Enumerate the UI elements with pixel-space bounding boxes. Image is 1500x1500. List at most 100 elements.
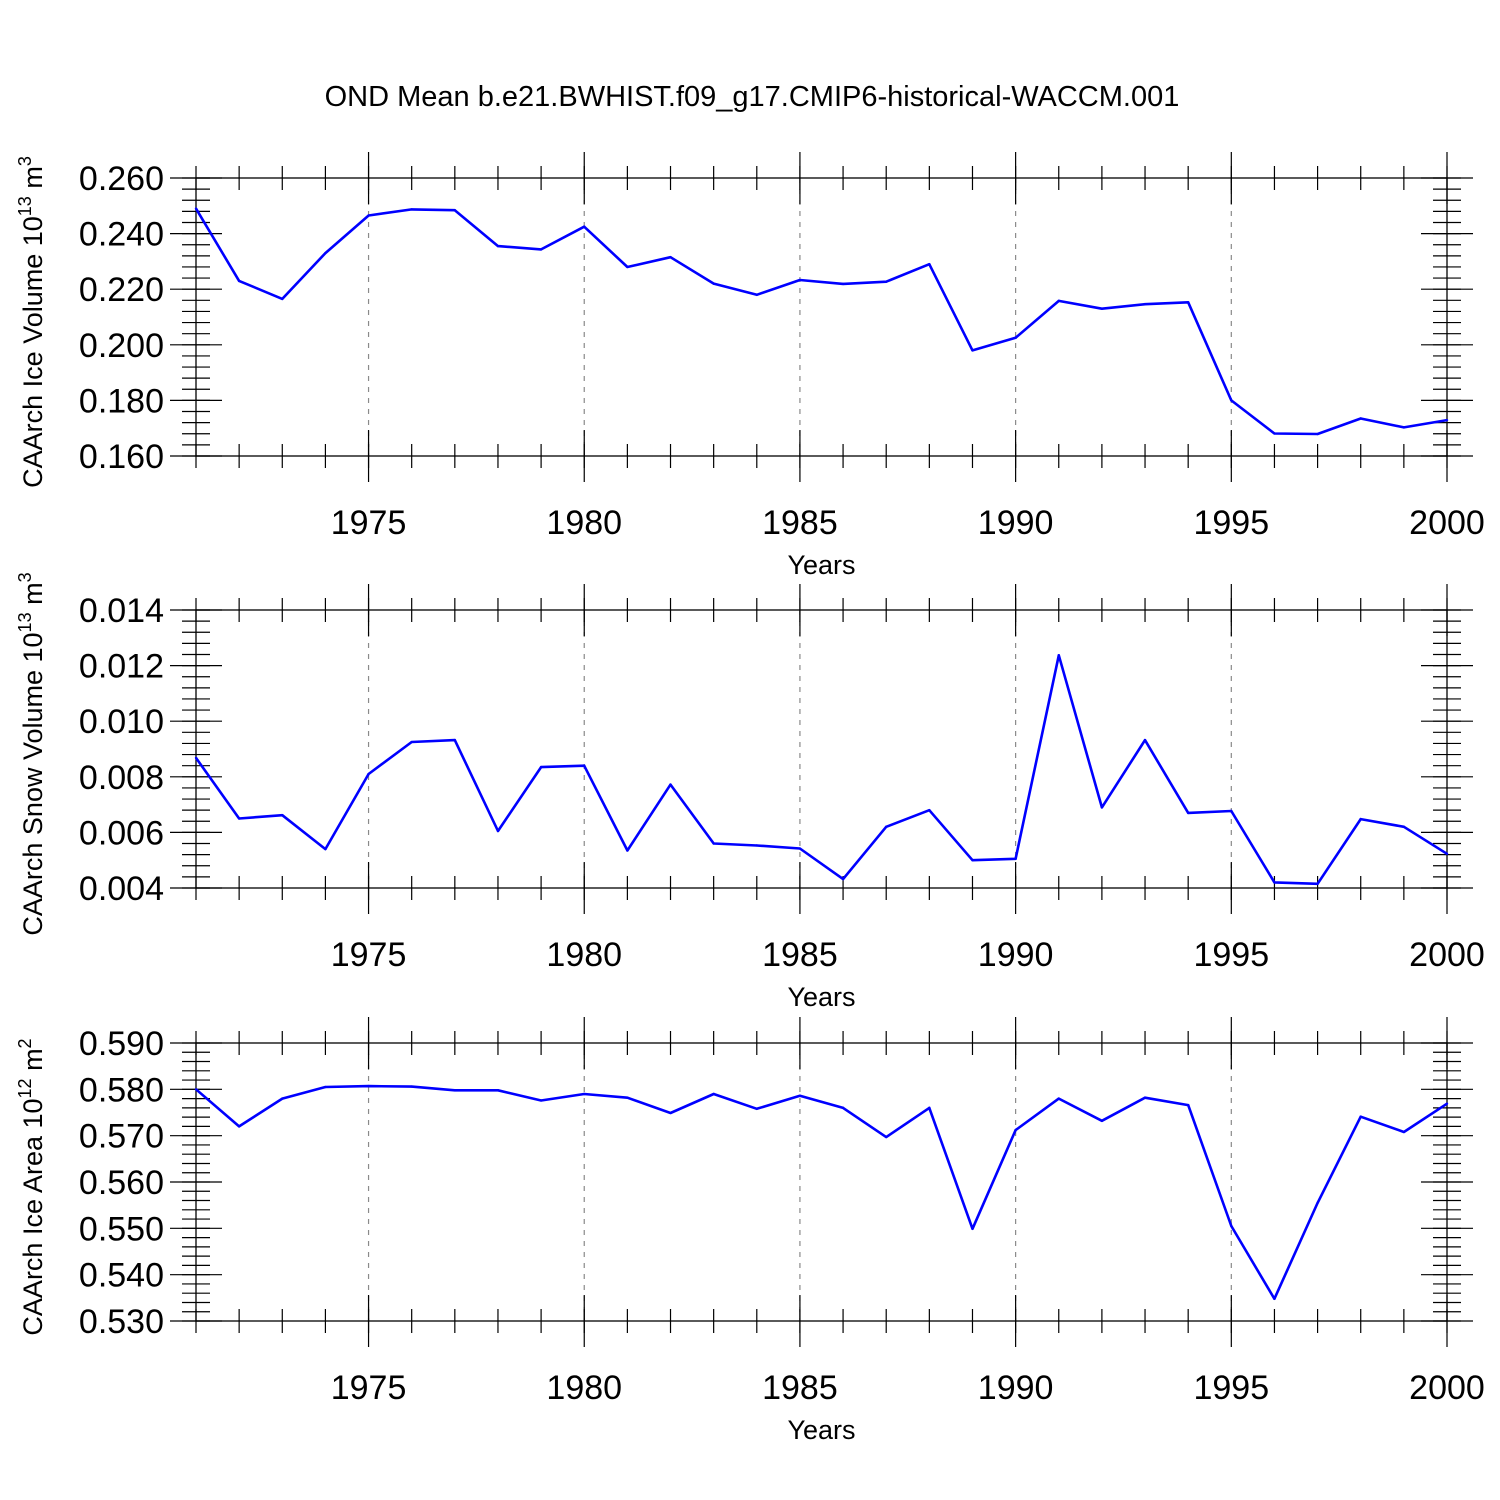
- data-point-1974: [324, 251, 327, 255]
- data-point-1976: [410, 1085, 413, 1088]
- y-tick-label: 0.008: [79, 759, 164, 797]
- data-point-1973: [281, 813, 284, 817]
- x-tick-label: 1995: [1193, 504, 1269, 542]
- panel-3: 0.530 0.540 0.550 0.560 0.570 0.580 0.590 1975 1…: [15, 1017, 1485, 1445]
- chart-title: OND Mean b.e21.BWHIST.f09_g17.CMIP6-hist…: [325, 81, 1180, 113]
- plot-frame: [195, 177, 1448, 457]
- data-point-1978: [496, 1089, 500, 1092]
- series-line: [194, 653, 1448, 886]
- data-point-1984: [755, 844, 758, 847]
- data-point-1975: [367, 772, 370, 776]
- data-point-1991: [1057, 1097, 1060, 1100]
- data-point-1994: [1186, 301, 1190, 304]
- data-point-1979: [539, 248, 543, 251]
- data-point-1997: [1316, 432, 1319, 436]
- y-tick-label: 0.240: [79, 216, 164, 254]
- data-point-1981: [626, 1096, 629, 1099]
- data-point-1976: [410, 740, 413, 744]
- data-point-1995: [1230, 809, 1233, 813]
- data-point-1993: [1143, 1096, 1147, 1099]
- x-tick-label: 1985: [762, 504, 838, 542]
- x-tick-label: 1995: [1193, 1369, 1269, 1407]
- data-point-1989: [971, 1227, 974, 1230]
- data-point-1987: [885, 1135, 888, 1139]
- x-axis-label: Years: [787, 550, 855, 580]
- data-point-1991: [1057, 654, 1060, 657]
- data-point-1989: [971, 349, 974, 352]
- data-point-1982: [669, 256, 672, 259]
- data-point-1983: [712, 1092, 715, 1096]
- data-point-1973: [281, 1097, 284, 1100]
- x-tick-label: 1980: [546, 936, 622, 974]
- data-point-1974: [324, 1085, 327, 1089]
- data-point-1971: [194, 1088, 198, 1091]
- x-tick-label: 1985: [762, 1369, 838, 1407]
- x-tick-label: 1990: [978, 936, 1054, 974]
- data-point-1990: [1014, 1128, 1017, 1132]
- x-axis-label: Years: [787, 982, 855, 1012]
- y-tick-label: 0.004: [79, 870, 164, 908]
- data-point-1979: [539, 765, 543, 769]
- data-point-1973: [281, 297, 284, 301]
- data-point-1977: [453, 738, 457, 742]
- data-point-1986: [841, 282, 845, 286]
- data-point-1986: [841, 1106, 845, 1110]
- plot-frame: [195, 1042, 1448, 1322]
- y-tick-label: 0.006: [79, 814, 164, 852]
- y-axis-label: CAArch Ice Volume 1013 m3: [15, 156, 48, 488]
- data-point-1999: [1402, 825, 1406, 829]
- data-point-1994: [1186, 1103, 1190, 1107]
- data-point-1978: [496, 829, 500, 833]
- x-tick-label: 1975: [331, 936, 407, 974]
- data-point-1989: [971, 859, 974, 862]
- data-point-1980: [583, 764, 586, 767]
- data-point-1982: [669, 1111, 672, 1115]
- data-point-1997: [1316, 882, 1319, 886]
- data-point-1979: [539, 1099, 543, 1102]
- y-tick-label: 0.010: [79, 703, 164, 741]
- y-tick-label: 0.590: [79, 1025, 164, 1063]
- data-point-1992: [1100, 806, 1104, 809]
- data-point-1984: [755, 1107, 758, 1110]
- data-point-1981: [626, 265, 629, 269]
- data-point-1995: [1230, 399, 1233, 402]
- data-point-1992: [1100, 1119, 1104, 1123]
- data-point-1996: [1273, 1297, 1276, 1300]
- y-tick-label: 0.530: [79, 1303, 164, 1341]
- data-point-1987: [885, 280, 888, 283]
- data-point-1995: [1230, 1224, 1233, 1228]
- data-point-1980: [583, 225, 586, 228]
- data-point-2000: [1445, 1102, 1449, 1105]
- y-tick-label: 0.200: [79, 327, 164, 365]
- data-point-1972: [237, 1125, 241, 1128]
- data-point-1997: [1316, 1201, 1319, 1205]
- data-point-1999: [1402, 426, 1406, 429]
- data-point-1985: [798, 278, 802, 282]
- x-tick-label: 2000: [1409, 1369, 1485, 1407]
- data-point-1986: [841, 877, 845, 881]
- data-point-2000: [1445, 418, 1449, 422]
- panel-2: 0.004 0.006 0.008 0.010 0.012 0.014 1975 1980 19…: [15, 572, 1485, 1012]
- data-point-1999: [1402, 1130, 1406, 1134]
- data-point-1977: [453, 209, 457, 212]
- x-tick-label: 1990: [978, 1369, 1054, 1407]
- data-point-1993: [1143, 303, 1147, 306]
- y-tick-label: 0.160: [79, 438, 164, 476]
- y-tick-label: 0.012: [79, 648, 164, 686]
- data-point-1972: [237, 279, 241, 283]
- x-tick-label: 2000: [1409, 504, 1485, 542]
- plot-frame: [195, 609, 1448, 889]
- data-point-1988: [928, 808, 931, 812]
- data-point-1982: [669, 783, 672, 786]
- data-point-2000: [1445, 852, 1449, 856]
- panel-1: 0.160 0.180 0.200 0.220 0.240 0.260 1975 1980 19…: [15, 152, 1485, 580]
- data-point-1998: [1359, 817, 1362, 821]
- x-tick-label: 1995: [1193, 936, 1269, 974]
- data-point-1994: [1186, 811, 1190, 815]
- data-point-1987: [885, 825, 888, 829]
- data-point-1990: [1014, 336, 1017, 340]
- y-axis-label: CAArch Snow Volume 1013 m3: [15, 572, 48, 935]
- series-line: [195, 1084, 1448, 1301]
- panels: 0.160 0.180 0.200 0.220 0.240 0.260 1975 1980 19…: [15, 152, 1485, 1445]
